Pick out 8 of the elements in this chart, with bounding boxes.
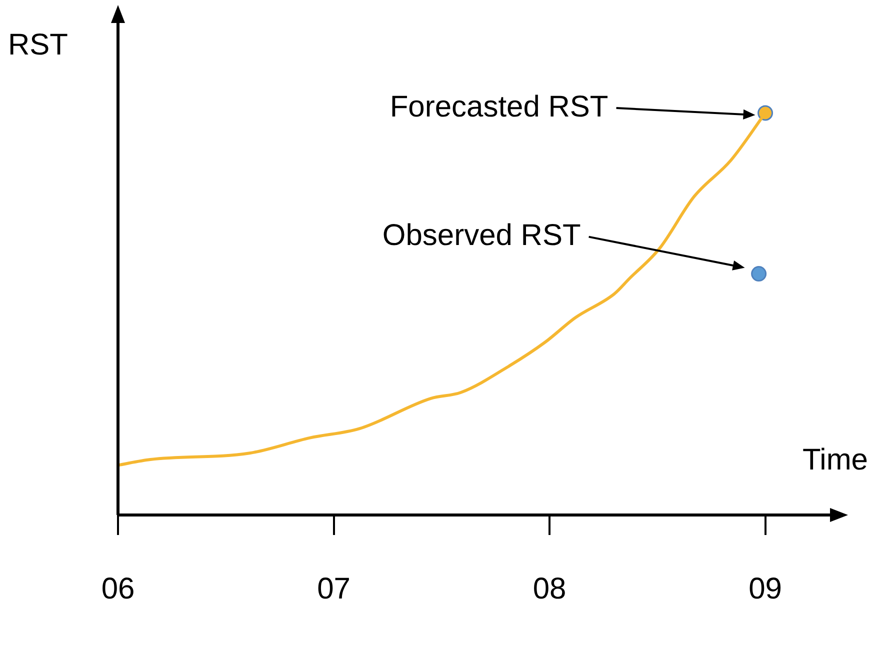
y-axis-title: RST — [8, 28, 68, 62]
x-tick-label: 08 — [532, 572, 566, 606]
x-axis-title: Time — [802, 443, 868, 476]
x-tick-label: 06 — [101, 572, 135, 606]
annotation: Observed RST — [382, 219, 581, 252]
annotation: Forecasted RST — [390, 90, 608, 124]
x-tick-label: 07 — [317, 572, 350, 606]
x-tick-label: 09 — [748, 572, 782, 606]
